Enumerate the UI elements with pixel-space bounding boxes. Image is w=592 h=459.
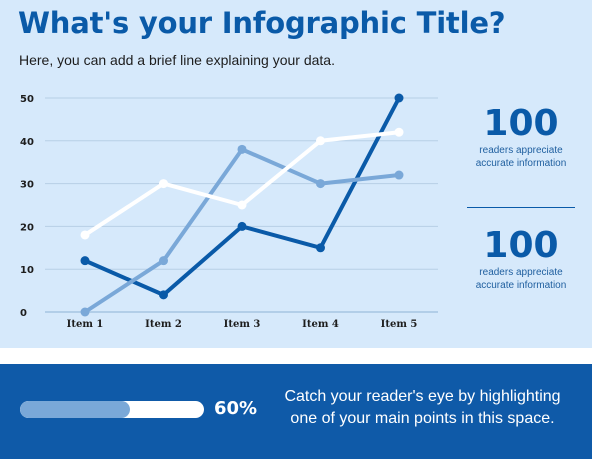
progress-percent: 60% (214, 398, 258, 419)
stat-block: 100 readers appreciate accurate informat… (462, 226, 580, 292)
series-line (83, 96, 401, 297)
highlight-callout: Catch your reader's eye by highlighting … (270, 386, 575, 430)
y-tick-label: 0 (20, 308, 27, 319)
x-tick-label: Item 1 (67, 319, 104, 330)
stat-label-line: accurate information (475, 158, 567, 169)
y-tick-label: 50 (20, 94, 34, 105)
x-tick-label: Item 3 (224, 319, 261, 330)
stat-value: 100 (483, 103, 559, 144)
stat-label-line: readers appreciate (479, 145, 563, 156)
stat-label-line: readers appreciate (479, 267, 563, 278)
data-point (80, 307, 90, 317)
y-tick-label: 30 (20, 180, 34, 191)
data-point (80, 230, 90, 240)
callout-line: one of your main points in this space. (290, 410, 555, 427)
infographic-header-panel: What's your Infographic Title? Here, you… (0, 0, 592, 348)
data-point (237, 144, 247, 154)
data-point (394, 127, 404, 137)
line-chart: 0 10 20 30 40 50 Item 1 Item 2 Item 3 Item 4 Item … (20, 93, 438, 330)
data-point (237, 221, 247, 231)
data-point (159, 256, 168, 266)
x-tick-label: Item 2 (145, 319, 182, 330)
stat-label-line: accurate information (475, 280, 567, 291)
page-subtitle: Here, you can add a brief line explainin… (19, 52, 335, 68)
stat-block: 100 readers appreciate accurate informat… (462, 104, 580, 170)
data-point (394, 170, 404, 180)
x-tick-label: Item 4 (302, 319, 339, 330)
stat-divider (467, 207, 575, 208)
x-tick-label: Item 5 (381, 319, 418, 330)
highlight-footer: 60% Catch your reader's eye by highlight… (0, 364, 592, 459)
callout-line: Catch your reader's eye by highlighting (284, 388, 561, 405)
progress-bar (20, 401, 204, 418)
progress-bar-fill (20, 401, 131, 418)
y-tick-label: 20 (20, 222, 34, 233)
data-point (394, 93, 404, 103)
page-title: What's your Infographic Title? (18, 6, 506, 40)
data-point (159, 290, 168, 300)
data-point (316, 243, 325, 253)
data-point (237, 200, 247, 210)
y-tick-label: 40 (20, 137, 34, 148)
stat-value: 100 (483, 225, 559, 266)
data-point (316, 136, 325, 146)
data-point (159, 179, 168, 189)
data-point (316, 179, 325, 189)
data-point (80, 256, 90, 266)
y-tick-label: 10 (20, 265, 34, 276)
